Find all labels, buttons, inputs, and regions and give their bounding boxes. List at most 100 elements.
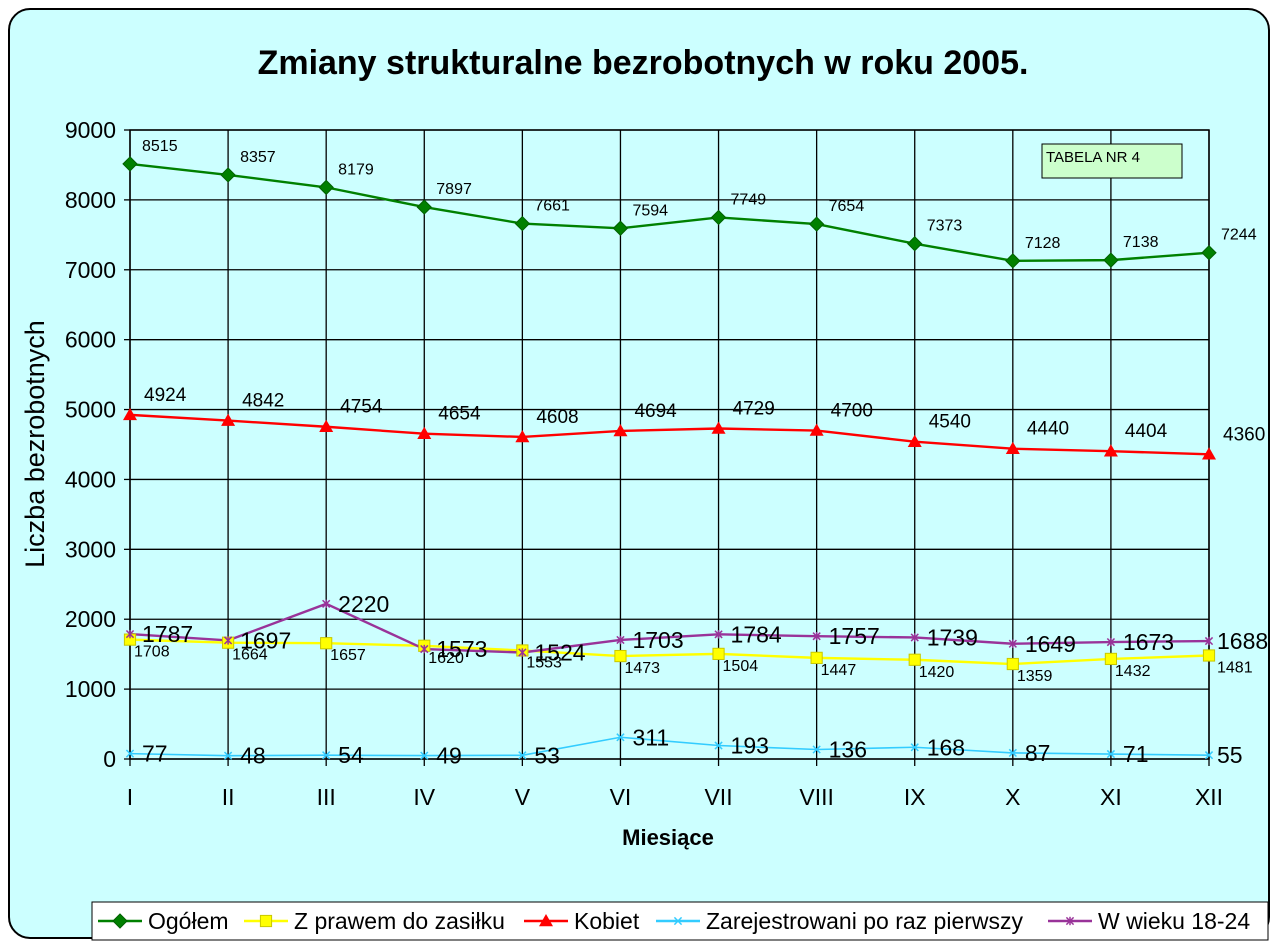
x-tick-label: I bbox=[127, 784, 133, 810]
legend-marker bbox=[259, 914, 273, 928]
data-label: 1359 bbox=[1017, 668, 1053, 685]
data-label: 1784 bbox=[731, 621, 782, 647]
data-label: 1673 bbox=[1123, 629, 1174, 655]
y-tick-label: 1000 bbox=[65, 676, 116, 702]
data-label: 1708 bbox=[134, 644, 170, 661]
data-point bbox=[417, 426, 432, 439]
data-label: 1553 bbox=[526, 654, 562, 671]
data-point bbox=[223, 636, 233, 645]
data-point bbox=[908, 653, 921, 666]
data-label: 7138 bbox=[1123, 234, 1159, 251]
data-label: 77 bbox=[142, 741, 168, 767]
data-label: 1524 bbox=[534, 639, 585, 665]
data-label: 1703 bbox=[632, 627, 683, 653]
data-point bbox=[614, 649, 627, 663]
data-point bbox=[910, 633, 919, 642]
marker-stroke bbox=[322, 751, 331, 760]
marker-stroke bbox=[518, 751, 527, 760]
data-label: 48 bbox=[240, 743, 266, 769]
data-label: 1664 bbox=[232, 647, 268, 664]
chart-title: Zmiany strukturalne bezrobotnych w roku … bbox=[258, 44, 1029, 82]
series-line bbox=[129, 413, 1210, 456]
x-tick-label: XII bbox=[1195, 784, 1223, 810]
data-point bbox=[221, 413, 236, 426]
data-label: 1481 bbox=[1217, 659, 1253, 676]
legend-marker bbox=[1065, 916, 1075, 926]
data-label: 54 bbox=[338, 742, 364, 768]
data-label: 168 bbox=[927, 734, 965, 760]
data-label: 7654 bbox=[829, 198, 865, 215]
data-point bbox=[809, 423, 824, 436]
data-point bbox=[1201, 245, 1217, 261]
data-point bbox=[1106, 637, 1116, 647]
data-point bbox=[416, 199, 432, 215]
data-point bbox=[1104, 652, 1118, 666]
data-label: 1657 bbox=[330, 647, 366, 664]
x-tick-label: XI bbox=[1100, 784, 1122, 810]
marker-stroke bbox=[616, 733, 625, 742]
data-point bbox=[812, 745, 821, 754]
data-point bbox=[1103, 444, 1118, 457]
legend-label: W wieku 18-24 bbox=[1098, 908, 1250, 934]
y-tick-label: 6000 bbox=[65, 327, 116, 353]
data-point bbox=[907, 236, 923, 252]
data-label: 71 bbox=[1123, 741, 1149, 767]
data-label: 1757 bbox=[829, 623, 880, 649]
data-point bbox=[616, 635, 625, 645]
x-tick-label: II bbox=[222, 784, 235, 810]
data-point bbox=[812, 632, 821, 641]
data-point bbox=[320, 637, 333, 650]
legend-label: Ogółem bbox=[148, 908, 229, 934]
data-point bbox=[1204, 751, 1214, 760]
data-label: 7373 bbox=[927, 218, 963, 235]
data-label: 1447 bbox=[821, 662, 857, 679]
data-point bbox=[710, 209, 727, 226]
data-label: 1697 bbox=[240, 627, 291, 653]
x-tick-label: VIII bbox=[799, 784, 834, 810]
y-axis-title: Liczba bezrobotnych bbox=[20, 320, 50, 568]
data-label: 1573 bbox=[436, 636, 487, 662]
data-point bbox=[714, 630, 723, 639]
data-label: 1739 bbox=[927, 624, 978, 650]
marker-stroke bbox=[714, 741, 723, 750]
data-point bbox=[907, 434, 922, 447]
legend-marker bbox=[112, 913, 128, 929]
data-point bbox=[518, 751, 527, 760]
data-label: 4842 bbox=[242, 391, 284, 412]
data-label: 8357 bbox=[240, 149, 276, 166]
data-label: 4654 bbox=[438, 404, 481, 425]
data-point bbox=[1006, 657, 1019, 671]
data-point bbox=[220, 167, 236, 183]
plot-border bbox=[129, 129, 1210, 760]
y-tick-label: 9000 bbox=[65, 117, 116, 143]
x-tick-label: IV bbox=[413, 784, 435, 810]
marker-stroke bbox=[223, 751, 233, 760]
data-point bbox=[612, 220, 629, 236]
x-tick-label: VI bbox=[610, 784, 632, 810]
y-tick-label: 0 bbox=[103, 746, 116, 772]
data-label: 1787 bbox=[142, 621, 193, 647]
data-point bbox=[1202, 447, 1216, 460]
data-label: 7897 bbox=[436, 181, 472, 198]
data-label: 193 bbox=[731, 733, 769, 759]
data-label: 8179 bbox=[338, 161, 374, 178]
series-line bbox=[129, 736, 1210, 757]
data-label: 1473 bbox=[624, 660, 660, 677]
data-label: 4440 bbox=[1027, 419, 1069, 440]
data-point bbox=[420, 751, 429, 760]
data-label: 7661 bbox=[534, 198, 570, 215]
data-point bbox=[122, 156, 138, 172]
marker-stroke bbox=[1008, 748, 1017, 758]
x-tick-label: IX bbox=[904, 784, 926, 810]
data-point bbox=[1202, 649, 1216, 662]
data-label: 4360 bbox=[1223, 424, 1265, 445]
annotation-text: TABELA NR 4 bbox=[1046, 149, 1140, 166]
data-point bbox=[910, 743, 919, 752]
marker-stroke bbox=[1204, 751, 1214, 760]
data-label: 49 bbox=[436, 743, 462, 769]
data-label: 7594 bbox=[632, 202, 668, 219]
data-point bbox=[712, 647, 725, 660]
legend-label: Z prawem do zasiłku bbox=[294, 908, 505, 934]
data-label: 2220 bbox=[338, 591, 389, 617]
marker-stroke bbox=[812, 745, 821, 754]
